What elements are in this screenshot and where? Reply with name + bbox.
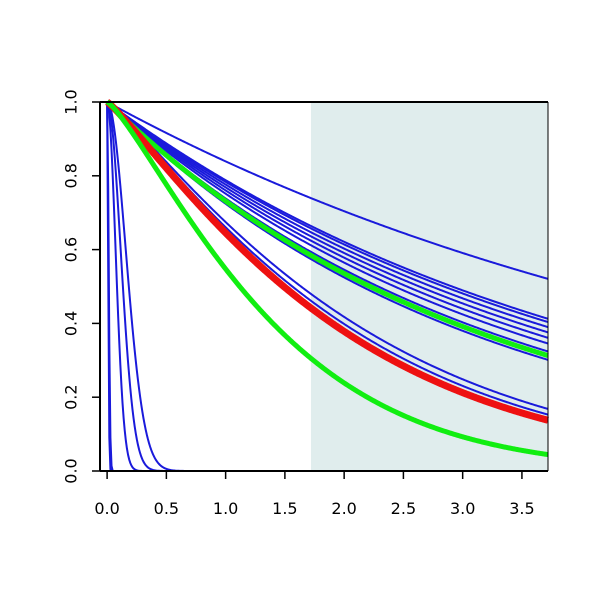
series-line-10 bbox=[106, 101, 549, 410]
series-line-6 bbox=[106, 101, 549, 339]
series-line-19 bbox=[105, 99, 550, 458]
y-tick-label: 1.0 bbox=[62, 89, 81, 114]
x-tick-label: 3.5 bbox=[509, 499, 534, 518]
y-tick-label: 0.0 bbox=[62, 458, 81, 483]
x-tick-label: 2.0 bbox=[331, 499, 356, 518]
x-tick-label: 1.0 bbox=[213, 499, 238, 518]
series-line-4 bbox=[106, 101, 549, 329]
series-line-7 bbox=[106, 101, 549, 345]
y-tick-label: 0.2 bbox=[62, 384, 81, 409]
x-tick-label: 2.5 bbox=[391, 499, 416, 518]
x-tick-label: 0.0 bbox=[94, 499, 119, 518]
y-tick-label: 0.4 bbox=[62, 311, 81, 336]
series-line-1 bbox=[106, 101, 549, 280]
y-tick-label: 0.8 bbox=[62, 163, 81, 188]
series-line-18 bbox=[104, 99, 551, 424]
x-tick-label: 0.5 bbox=[154, 499, 179, 518]
series-line-5 bbox=[106, 101, 549, 334]
x-tick-label: 3.0 bbox=[450, 499, 475, 518]
x-axis: 0.0 0.5 1.0 1.5 2.0 2.5 3.0 3.5 bbox=[94, 470, 548, 518]
series-line-3 bbox=[106, 101, 549, 324]
y-axis: 0.0 0.2 0.4 0.6 0.8 1.0 bbox=[62, 89, 101, 484]
y-tick-label: 0.6 bbox=[62, 237, 81, 262]
series-line-17 bbox=[105, 100, 550, 359]
x-tick-label: 1.5 bbox=[272, 499, 297, 518]
plot-frame bbox=[100, 101, 549, 471]
